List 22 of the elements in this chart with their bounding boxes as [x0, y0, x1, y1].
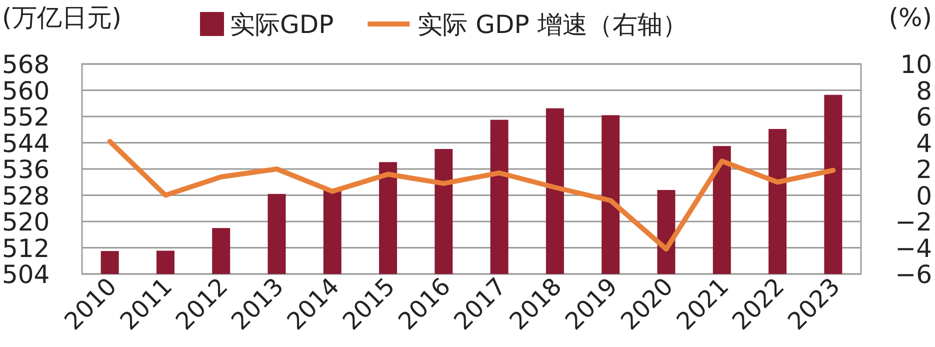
y2-tick-label: 6	[916, 102, 932, 132]
y-tick-label: 568	[2, 50, 50, 79]
legend-label: 实际GDP	[230, 10, 334, 39]
y-tick-label: 560	[2, 76, 50, 106]
y-tick-label: 536	[2, 155, 50, 184]
y-tick-label: 512	[2, 234, 50, 263]
y2-tick-label: −2	[895, 208, 932, 236]
y2-tick-label: 8	[916, 76, 932, 106]
y-tick-label: 520	[2, 208, 50, 236]
y2-tick-label: 2	[916, 155, 932, 184]
y2-tick-label: 10	[900, 50, 932, 79]
y2-tick-label: 4	[916, 128, 932, 158]
y-axis-title: (万亿日元)	[2, 3, 122, 32]
y2-tick-label: −4	[895, 234, 932, 263]
y-tick-label: 504	[2, 260, 50, 289]
y-tick-label: 544	[2, 128, 50, 158]
y2-tick-label: 0	[916, 181, 932, 210]
legend-label: 实际 GDP 增速（右轴）	[418, 10, 688, 39]
y2-axis-title: (%)	[888, 3, 932, 32]
y-tick-label: 552	[2, 102, 50, 132]
y2-tick-label: −6	[895, 260, 932, 289]
y-tick-label: 528	[2, 181, 50, 210]
